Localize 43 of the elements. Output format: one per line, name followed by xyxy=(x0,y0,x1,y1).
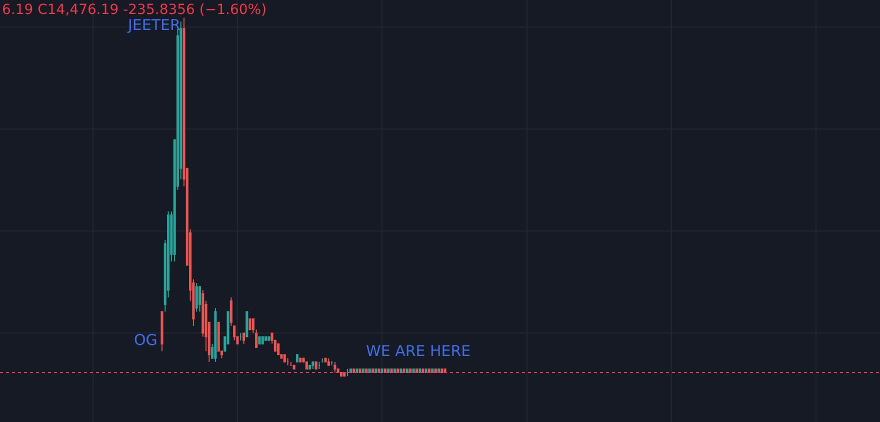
candlestick xyxy=(198,286,201,312)
candlestick xyxy=(387,368,390,374)
annotation: 6.19 C14,476.19 -235.8356 (−1.60%) xyxy=(2,2,267,18)
candlestick xyxy=(327,358,330,366)
candlestick xyxy=(305,361,308,370)
candlestick xyxy=(242,332,246,344)
candlestick xyxy=(374,368,378,374)
candlestick xyxy=(340,372,342,377)
text: OG xyxy=(134,331,158,349)
annotation: JEETER xyxy=(127,16,180,34)
candlestick xyxy=(368,368,371,374)
candlestick xyxy=(258,336,261,344)
annotation: WE ARE HERE xyxy=(366,342,471,360)
candlestick xyxy=(324,358,327,362)
candlestick xyxy=(314,361,318,370)
candlestick xyxy=(434,368,437,374)
candlestick xyxy=(292,364,296,370)
candlestick xyxy=(299,358,302,362)
candlestick xyxy=(422,368,424,374)
candlestick xyxy=(195,282,198,312)
candlestick xyxy=(283,354,286,362)
candlestick xyxy=(406,368,409,374)
candlestick xyxy=(286,358,290,366)
candlestick xyxy=(400,368,402,374)
candlestick xyxy=(160,311,164,352)
candlestick xyxy=(296,354,298,362)
candlestick xyxy=(277,343,280,356)
candlestick xyxy=(440,368,444,374)
candlestick xyxy=(264,336,268,341)
candlestick xyxy=(214,308,217,362)
candlestick xyxy=(248,318,252,330)
candlestick xyxy=(268,336,270,341)
candlestick xyxy=(312,361,314,370)
candlestick xyxy=(380,368,384,374)
candlestick xyxy=(308,364,312,370)
candlestick xyxy=(261,336,264,344)
candlestick xyxy=(393,368,396,374)
candlestick xyxy=(346,368,349,377)
candlestick xyxy=(318,361,320,370)
candlestick xyxy=(239,332,242,341)
candlestick xyxy=(444,368,446,374)
candlestick xyxy=(334,361,336,374)
candlestick xyxy=(246,311,248,338)
